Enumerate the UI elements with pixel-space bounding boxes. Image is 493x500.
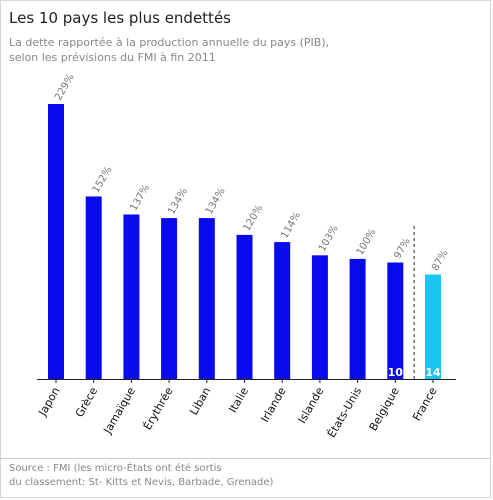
bar-1: [85, 196, 102, 379]
bar-3: [161, 218, 178, 379]
bar-2: [123, 214, 140, 379]
bar-0: [48, 104, 64, 379]
value-label-1: 152%: [91, 165, 115, 195]
bar-6: [274, 242, 291, 379]
bar-4: [198, 218, 215, 379]
category-label-4: Liban: [187, 385, 213, 417]
bar-9: [387, 262, 404, 379]
chart-subtitle: La dette rapportée à la production annue…: [9, 35, 479, 65]
chart-title: Les 10 pays les plus endettés: [9, 9, 231, 27]
value-label-2: 137%: [128, 183, 152, 213]
value-label-8: 100%: [355, 227, 379, 257]
source-line-2: du classement: St- Kitts et Nevis, Barba…: [9, 477, 274, 488]
category-label-3: Érythrée: [141, 385, 176, 432]
footer-divider: [0, 458, 491, 459]
value-label-3: 134%: [166, 186, 190, 216]
category-label-6: Irlande: [258, 385, 289, 425]
value-label-6: 114%: [279, 210, 303, 240]
category-label-9: Belgique: [367, 385, 402, 433]
category-label-8: États-Unis: [325, 385, 364, 440]
rank-badge-0: 10: [388, 366, 404, 379]
subtitle-line-2: selon les prévisions du FMI à fin 2011: [9, 51, 216, 64]
bar-7: [311, 255, 328, 379]
bar-10: [425, 274, 441, 379]
category-label-1: Grèce: [73, 385, 101, 420]
source-note: Source : FMI (les micro-États ont été so…: [9, 462, 479, 490]
category-label-2: Jamaïque: [101, 385, 138, 437]
bar-5: [236, 234, 253, 379]
value-label-4: 134%: [204, 186, 228, 216]
category-label-5: Italie: [226, 385, 251, 415]
source-line-1: Source : FMI (les micro-États ont été so…: [9, 463, 222, 474]
rank-badge-1: 14: [425, 366, 441, 379]
subtitle-line-1: La dette rapportée à la production annue…: [9, 36, 330, 49]
value-label-5: 120%: [242, 203, 266, 233]
value-label-7: 103%: [317, 224, 341, 254]
category-label-7: Islande: [295, 385, 326, 426]
category-label-10: France: [410, 385, 440, 423]
bar-chart: 229% Japon 152% Grèce 137% Jamaïque 134% Érythr…: [36, 72, 456, 440]
category-label-0: Japon: [36, 385, 63, 419]
value-label-9: 97%: [392, 236, 413, 261]
bar-8: [349, 258, 366, 379]
value-label-10: 87%: [430, 248, 451, 273]
value-label-0: 229%: [53, 72, 77, 102]
